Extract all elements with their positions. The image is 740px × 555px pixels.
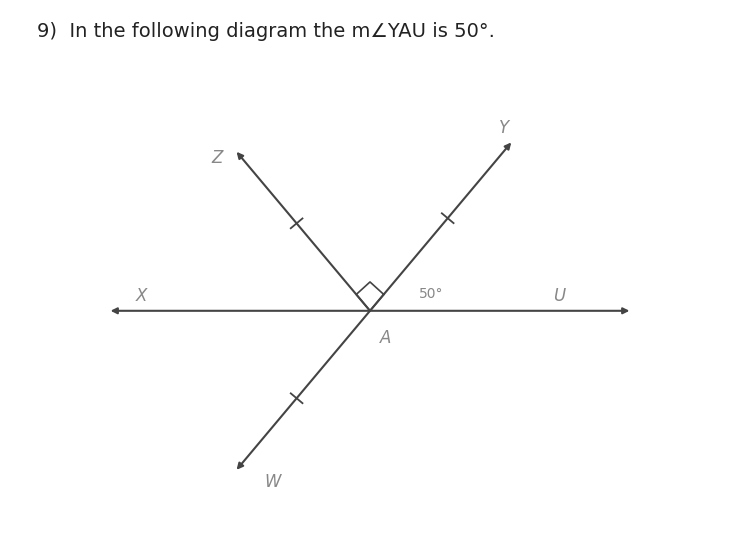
Text: Y: Y	[500, 119, 509, 137]
Text: Z: Z	[212, 149, 223, 167]
Text: 9)  In the following diagram the m∠YAU is 50°.: 9) In the following diagram the m∠YAU is…	[37, 22, 495, 41]
Text: 50°: 50°	[419, 287, 443, 301]
Text: X: X	[135, 286, 147, 305]
Text: W: W	[264, 473, 280, 491]
Text: A: A	[380, 329, 391, 347]
Text: U: U	[554, 286, 565, 305]
